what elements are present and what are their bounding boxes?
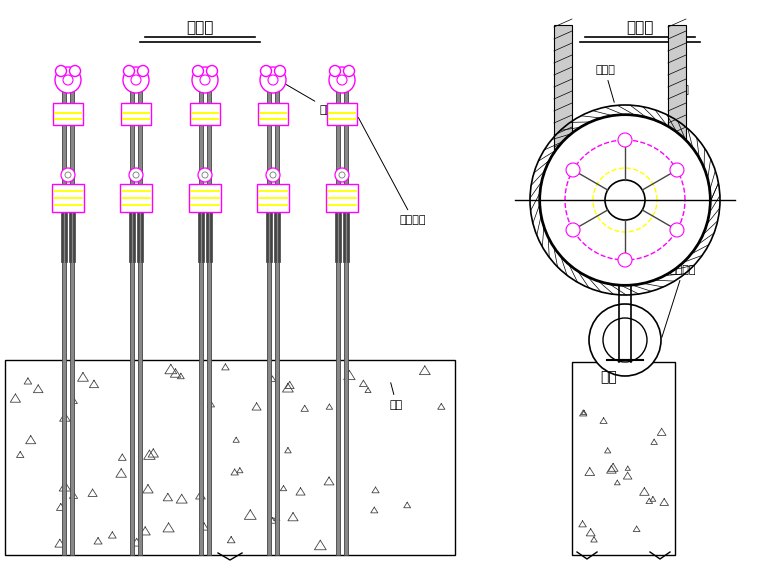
- Circle shape: [268, 75, 278, 85]
- Bar: [52, 184, 84, 212]
- Circle shape: [670, 163, 684, 177]
- Circle shape: [65, 172, 71, 178]
- Bar: [274, 207, 276, 262]
- Text: 转向轮: 转向轮: [595, 65, 615, 103]
- Bar: [554, 25, 572, 200]
- Bar: [266, 207, 268, 262]
- Bar: [73, 207, 75, 262]
- Bar: [207, 70, 211, 555]
- Bar: [61, 207, 63, 262]
- Bar: [258, 103, 288, 125]
- Circle shape: [266, 168, 280, 182]
- Circle shape: [63, 75, 73, 85]
- Bar: [326, 184, 358, 212]
- Text: 连接夹板: 连接夹板: [358, 117, 426, 225]
- Bar: [53, 103, 83, 125]
- Circle shape: [202, 172, 208, 178]
- Circle shape: [603, 318, 647, 362]
- Circle shape: [207, 66, 217, 76]
- Circle shape: [344, 66, 354, 76]
- Bar: [267, 70, 271, 555]
- Bar: [257, 184, 289, 212]
- Circle shape: [270, 172, 276, 178]
- Bar: [133, 207, 135, 262]
- Circle shape: [335, 168, 349, 182]
- Circle shape: [129, 168, 143, 182]
- Bar: [277, 207, 280, 262]
- Text: 正面图: 正面图: [186, 20, 214, 35]
- Bar: [275, 70, 279, 555]
- Bar: [120, 184, 152, 212]
- Bar: [68, 207, 71, 262]
- Circle shape: [61, 168, 75, 182]
- Circle shape: [589, 304, 661, 376]
- Circle shape: [339, 172, 345, 178]
- Bar: [189, 184, 221, 212]
- Circle shape: [618, 133, 632, 147]
- Bar: [201, 207, 204, 262]
- Circle shape: [123, 66, 135, 76]
- Text: 拉带: 拉带: [390, 382, 404, 410]
- Bar: [130, 70, 134, 555]
- Bar: [343, 207, 345, 262]
- Bar: [62, 70, 66, 555]
- Circle shape: [131, 75, 141, 85]
- Text: 转向轮: 转向轮: [277, 79, 340, 115]
- Circle shape: [274, 66, 286, 76]
- Text: 拉带: 拉带: [600, 370, 617, 384]
- Circle shape: [192, 67, 218, 93]
- Bar: [347, 207, 350, 262]
- Circle shape: [337, 75, 347, 85]
- Circle shape: [123, 67, 149, 93]
- Bar: [65, 207, 67, 262]
- Circle shape: [198, 168, 212, 182]
- Bar: [190, 103, 220, 125]
- Bar: [327, 103, 357, 125]
- Circle shape: [69, 66, 81, 76]
- Bar: [336, 70, 340, 555]
- Circle shape: [605, 180, 645, 220]
- Bar: [5, 360, 455, 555]
- Circle shape: [540, 115, 710, 285]
- Text: 承重绳: 承重绳: [670, 85, 690, 117]
- Circle shape: [618, 253, 632, 267]
- Circle shape: [200, 75, 210, 85]
- Bar: [334, 207, 337, 262]
- Bar: [70, 70, 74, 555]
- Bar: [138, 70, 142, 555]
- Bar: [206, 207, 208, 262]
- Bar: [270, 207, 272, 262]
- Circle shape: [329, 67, 355, 93]
- Circle shape: [539, 114, 711, 286]
- Circle shape: [192, 66, 204, 76]
- Bar: [339, 207, 341, 262]
- Circle shape: [330, 66, 340, 76]
- Circle shape: [55, 67, 81, 93]
- Bar: [128, 207, 131, 262]
- Text: 侧面图: 侧面图: [626, 20, 654, 35]
- Circle shape: [566, 163, 580, 177]
- Circle shape: [138, 66, 148, 76]
- Circle shape: [566, 223, 580, 237]
- Bar: [199, 70, 203, 555]
- Bar: [210, 207, 212, 262]
- Circle shape: [133, 172, 139, 178]
- Text: 连接夹板: 连接夹板: [662, 265, 696, 337]
- Bar: [344, 70, 348, 555]
- Circle shape: [260, 67, 286, 93]
- Bar: [137, 207, 139, 262]
- Bar: [121, 103, 151, 125]
- Bar: [572, 362, 675, 555]
- Bar: [198, 207, 200, 262]
- Bar: [668, 25, 686, 200]
- Circle shape: [261, 66, 271, 76]
- Circle shape: [670, 223, 684, 237]
- Bar: [141, 207, 143, 262]
- Circle shape: [55, 66, 67, 76]
